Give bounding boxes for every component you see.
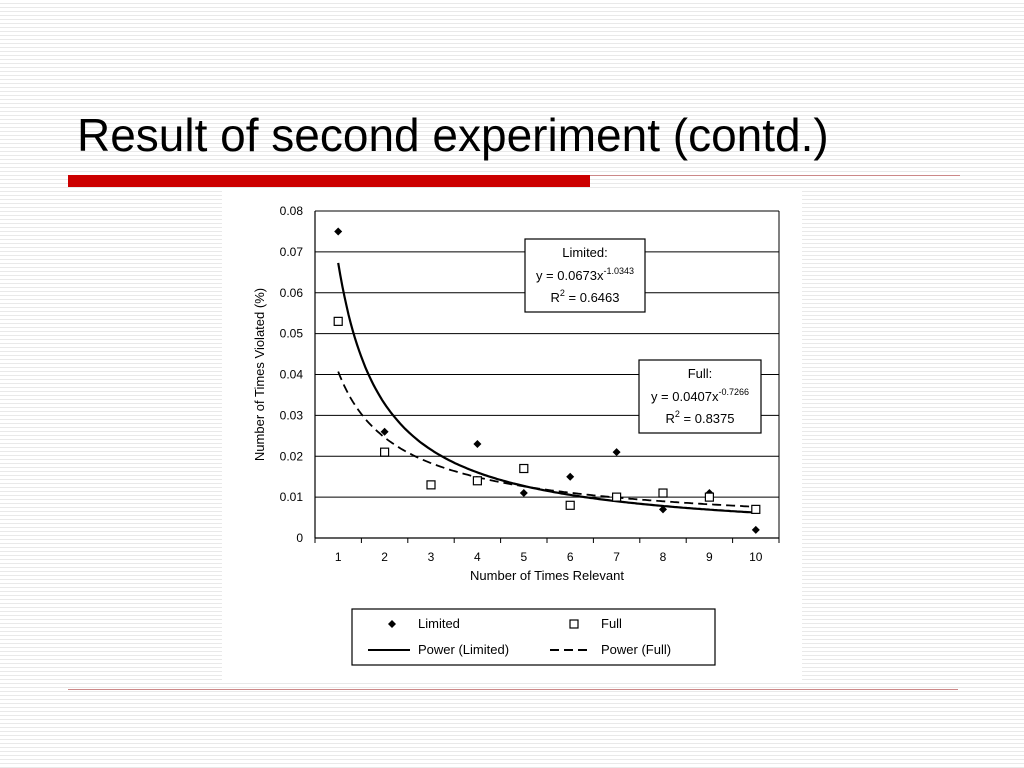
full-data-point: [333, 316, 343, 326]
legend-symbol: [569, 619, 579, 629]
x-tick-label: 5: [520, 550, 527, 564]
equation-box-title: Full:: [688, 366, 713, 381]
limited-data-point: [751, 525, 760, 534]
legend-symbol: [388, 620, 396, 628]
x-tick-label: 8: [660, 550, 667, 564]
limited-data-point: [519, 489, 528, 498]
legend-item-power-full: Power (Full): [550, 642, 671, 657]
x-tick-label: 10: [749, 550, 763, 564]
equation-box-title: Limited:: [562, 245, 608, 260]
y-tick-label: 0: [296, 531, 303, 545]
chart-legend: Limited Full Power (Limited) Power (Full): [351, 608, 716, 666]
y-tick-label: 0.04: [280, 368, 304, 382]
limited-data-point: [473, 439, 482, 448]
equation-box-border: [524, 238, 646, 313]
full-data-point: [704, 492, 714, 502]
r-squared: R2 = 0.8375: [666, 409, 735, 426]
fit-equation: y = 0.0407x-0.7266: [651, 387, 749, 404]
scatter-chart: 0 0.01 0.02 0.03 0.04 0.05 0.06 0.07 0.08 1 2 3 4 5 6 7…: [252, 204, 780, 666]
y-axis-title: Number of Times Violated (%): [252, 288, 267, 461]
y-tick-label: 0.07: [280, 245, 304, 259]
legend-label: Limited: [418, 616, 460, 631]
chart-figure: 0 0.01 0.02 0.03 0.04 0.05 0.06 0.07 0.08 1 2 3 4 5 6 7…: [222, 188, 802, 683]
x-tick-label: 4: [474, 550, 481, 564]
y-tick-label: 0.01: [280, 490, 304, 504]
x-tick-label: 1: [335, 550, 342, 564]
y-tick-label: 0.03: [280, 408, 304, 422]
legend-label: Power (Limited): [418, 642, 509, 657]
y-tick-label: 0.05: [280, 327, 304, 341]
slide-title: Result of second experiment (contd.): [77, 109, 829, 161]
y-tick-label: 0.08: [280, 204, 304, 218]
y-tick-label: 0.02: [280, 449, 304, 463]
legend-label: Full: [601, 616, 622, 631]
limited-data-point: [380, 427, 389, 436]
power-fit-full-line: [337, 371, 756, 508]
legend-item-power-limited: Power (Limited): [368, 642, 509, 657]
full-data-point: [565, 500, 575, 510]
limited-data-point: [566, 472, 575, 481]
legend-item-limited: Limited: [388, 616, 460, 631]
limited-data-point: [612, 448, 621, 457]
x-tick-label: 3: [428, 550, 435, 564]
x-tick-label: 7: [613, 550, 620, 564]
limited-data-point: [659, 505, 667, 514]
equation-box-border: [638, 359, 762, 434]
full-data-point: [426, 480, 436, 490]
title-accent-bar: [68, 175, 590, 187]
full-data-point: [751, 504, 761, 514]
x-tick-label: 6: [567, 550, 574, 564]
full-data-point: [612, 492, 622, 502]
legend-item-full: Full: [569, 616, 622, 631]
legend-label: Power (Full): [601, 642, 671, 657]
full-data-point: [380, 447, 390, 457]
power-fit-limited-line: [337, 262, 756, 514]
limited-equation-box: Limited: y = 0.0673x-1.0343 R2 = 0.6463: [524, 238, 646, 313]
full-data-point: [472, 476, 482, 486]
title-divider-line: [590, 175, 960, 176]
footer-divider-line: [68, 689, 958, 690]
fit-equation: y = 0.0673x-1.0343: [536, 266, 634, 283]
x-tick-label: 2: [381, 550, 388, 564]
limited-data-point: [334, 227, 343, 236]
x-tick-label: 9: [706, 550, 713, 564]
full-data-point: [519, 463, 529, 474]
full-data-point: [658, 488, 668, 498]
x-axis-title: Number of Times Relevant: [470, 568, 624, 583]
full-equation-box: Full: y = 0.0407x-0.7266 R2 = 0.8375: [638, 359, 762, 434]
y-tick-label: 0.06: [280, 286, 304, 300]
legend-border: [351, 608, 716, 666]
r-squared: R2 = 0.6463: [551, 288, 620, 305]
